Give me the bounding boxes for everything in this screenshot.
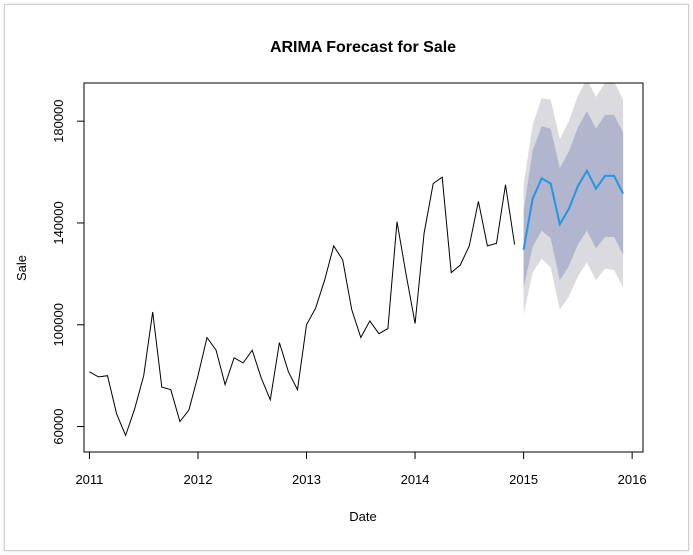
chart-title: ARIMA Forecast for Sale <box>270 39 456 56</box>
y-tick-label: 100000 <box>51 303 66 346</box>
x-axis: 2011 2012 2013 2014 2015 2016 <box>75 451 647 487</box>
x-tick-label: 2014 <box>401 472 430 487</box>
y-tick-label: 140000 <box>51 201 66 244</box>
y-axis: 60000 100000 140000 180000 <box>51 99 85 445</box>
y-axis-label: Sale <box>14 255 29 281</box>
x-tick-label: 2015 <box>509 472 538 487</box>
y-tick-label: 60000 <box>51 408 66 444</box>
plot-content <box>89 83 624 437</box>
x-tick-label: 2012 <box>184 472 213 487</box>
x-tick-label: 2013 <box>292 472 321 487</box>
x-tick-label: 2011 <box>75 472 103 487</box>
forecast-line <box>522 168 624 250</box>
history-line <box>89 176 516 437</box>
plot-area <box>89 83 624 437</box>
x-axis-label: Date <box>349 509 376 524</box>
y-tick-label: 180000 <box>51 99 66 142</box>
x-tick-label: 2016 <box>618 472 647 487</box>
